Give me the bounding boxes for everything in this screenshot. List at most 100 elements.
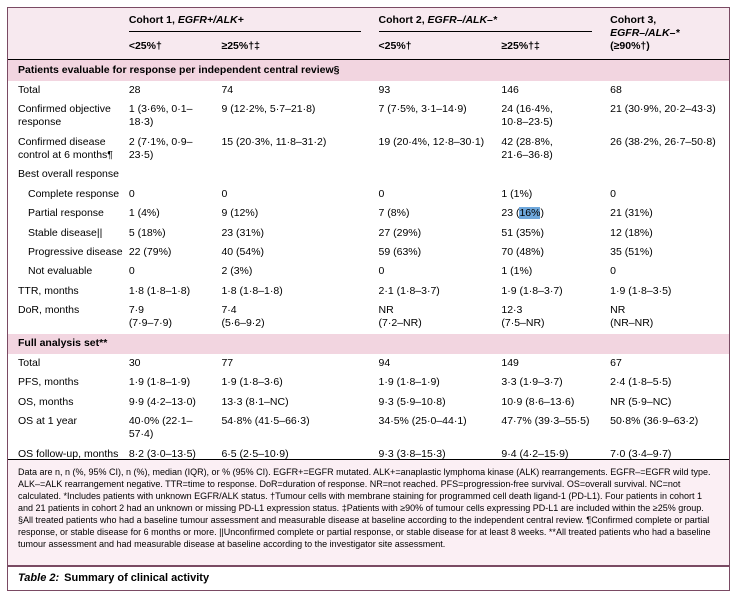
value-cell: 1·9 (1·8–3·7) <box>501 284 563 297</box>
value-cell: 12 (18%) <box>610 226 653 239</box>
column-group-header: Cohort 2, EGFR–/ALK–* <box>376 8 609 37</box>
value-cell: 1 (3·6%, 0·1–18·3) <box>128 103 193 129</box>
value-cell <box>499 165 608 184</box>
group-prefix: Cohort 3, <box>610 14 657 26</box>
value-cell: 12·3 (7·5–NR) <box>501 303 545 330</box>
column-group-label: Cohort 1, EGFR+/ALK+ <box>128 14 361 33</box>
value-cell: 8·2 (3·0–13·5) <box>128 447 196 460</box>
table-row: OS, months 9·9 (4·2–13·0) 13·3 (8·1–NC) 9·3… <box>8 393 729 412</box>
value-cell: 94 <box>378 356 391 369</box>
value-cell: 28 <box>128 83 141 96</box>
row-label: DoR, months <box>18 303 80 316</box>
row-label: Complete response <box>28 187 120 200</box>
table-row: Total 30 77 94 149 67 <box>8 354 729 373</box>
value-cell: 1·9 (1·8–1·9) <box>128 376 191 389</box>
row-label: Confirmed disease control at 6 months¶ <box>18 135 113 161</box>
table-row: OS at 1 year 40·0% (22·1–57·4) 54·8% (41·5… <box>8 412 729 445</box>
group-prefix: Cohort 2, <box>378 14 428 26</box>
column-group-label: Cohort 2, EGFR–/ALK–* <box>378 14 593 33</box>
row-label: Progressive disease <box>28 245 123 258</box>
value-cell: 2 (7·1%, 0·9–23·5) <box>128 135 193 161</box>
value-cell: 10·9 (8·6–13·6) <box>501 395 575 408</box>
value-cell: 3·3 (1·9–3·7) <box>501 376 563 389</box>
value-cell: 146 <box>501 83 519 96</box>
value-cell: 0 <box>128 265 135 278</box>
section-header-row: Patients evaluable for response per inde… <box>8 59 729 81</box>
caption-text: Summary of clinical activity <box>64 572 210 584</box>
section-header: Patients evaluable for response per inde… <box>8 59 729 81</box>
value-cell: 1·9 (1·8–3·5) <box>610 284 672 297</box>
value-cell: 1·9 (1·8–1·9) <box>378 376 440 389</box>
value-cell: 23 (31%) <box>221 226 265 239</box>
value-cell <box>377 165 500 184</box>
section-header: Full analysis set** <box>8 333 729 354</box>
value-cell: 50·8% (36·9–63·2) <box>610 415 699 428</box>
value-cell: 0 <box>378 265 385 278</box>
value-cell: 51 (35%) <box>501 226 544 239</box>
value-cell: NR (NR–NR) <box>610 303 654 330</box>
value-cell: 67 <box>610 356 622 369</box>
value-cell: 0 <box>610 265 616 278</box>
value-cell <box>127 165 220 184</box>
table-row: Partial response 1 (4%) 9 (12%) 7 (8%) 23 (1… <box>8 204 729 223</box>
value-cell: 1 (1%) <box>501 265 533 278</box>
table-body: Patients evaluable for response per inde… <box>8 59 729 465</box>
group-header-row: Cohort 1, EGFR+/ALK+ Cohort 2, EGFR–/ALK–… <box>8 8 729 61</box>
subcolumn-header: <25%† <box>126 36 220 61</box>
table-caption: Table 2: Summary of clinical activity <box>8 565 729 590</box>
caption-label: Table 2: <box>18 572 60 584</box>
table-row: OS follow-up, months 8·2 (3·0–13·5) 6·5 (2… <box>8 445 729 465</box>
value-cell: 9·3 (3·8–15·3) <box>378 447 446 460</box>
clinical-activity-table: Cohort 1, EGFR+/ALK+ Cohort 2, EGFR–/ALK–… <box>8 8 729 460</box>
table-row: Progressive disease 22 (79%) 40 (54%) 59 (6… <box>8 243 729 262</box>
table-row: Stable disease|| 5 (18%) 23 (31%) 27 (29%) 5… <box>8 224 729 243</box>
value-cell: 40 (54%) <box>221 245 265 258</box>
value-cell: 2 (3%) <box>221 265 253 278</box>
row-label: OS follow-up, months <box>18 447 119 460</box>
value-cell: 54·8% (41·5–66·3) <box>221 415 310 428</box>
table-row: Confirmed disease control at 6 months¶ 2 … <box>8 133 729 166</box>
value-cell: 0 <box>610 187 616 200</box>
value-cell: 47·7% (39·3–55·5) <box>501 415 590 428</box>
value-cell: 9·4 (4·2–15·9) <box>501 447 569 460</box>
value-cell: 9 (12%) <box>221 207 259 220</box>
subcolumn-header: <25%† <box>376 36 500 61</box>
value-cell: 9·9 (4·2–13·0) <box>128 395 196 408</box>
value-cell: 21 (31%) <box>610 207 653 220</box>
table-row: Confirmed objective response 1 (3·6%, 0·1… <box>8 100 729 133</box>
value-cell: 0 <box>128 187 135 200</box>
row-label: OS at 1 year <box>18 415 77 428</box>
value-cell: 149 <box>501 356 519 369</box>
group-gene: EGFR+/ALK+ <box>177 14 244 26</box>
table-footnote: Data are n, n (%, 95% CI), n (%), median… <box>8 459 729 565</box>
table-row: Best overall response <box>8 165 729 184</box>
row-label: OS, months <box>18 395 74 408</box>
table-row: PFS, months 1·9 (1·8–1·9) 1·9 (1·8–3·6) 1·9… <box>8 373 729 392</box>
group-gene: EGFR–/ALK–* <box>427 14 497 26</box>
value-cell: 93 <box>378 83 391 96</box>
table-header: Cohort 1, EGFR+/ALK+ Cohort 2, EGFR–/ALK–… <box>8 8 729 61</box>
value-cell: 0 <box>378 187 385 200</box>
value-cell: 1·9 (1·8–3·6) <box>221 376 283 389</box>
value-cell: 68 <box>610 83 622 96</box>
value-cell: 34·5% (25·0–44·1) <box>378 415 467 428</box>
group-prefix: Cohort 1, <box>128 14 178 26</box>
value-cell: 30 <box>128 356 141 369</box>
table-row: Complete response 0 0 0 1 (1%) 0 <box>8 185 729 204</box>
highlighted-text: 16% <box>519 207 541 220</box>
value-cell: 2·1 (1·8–3·7) <box>378 284 440 297</box>
row-label: Stable disease|| <box>28 226 103 239</box>
value-cell: 1·8 (1·8–1·8) <box>221 284 283 297</box>
value-cell: 9·3 (5·9–10·8) <box>378 395 446 408</box>
value-cell: 40·0% (22·1–57·4) <box>128 415 193 441</box>
value-cell: 19 (20·4%, 12·8–30·1) <box>378 135 485 148</box>
value-cell: 42 (28·8%, 21·6–36·8) <box>501 135 553 161</box>
row-label: Best overall response <box>18 168 119 181</box>
value-cell: 26 (38·2%, 26·7–50·8) <box>610 135 716 148</box>
corner-cell <box>8 8 127 61</box>
table-row: Total 28 74 93 146 68 <box>8 81 729 100</box>
value-cell: 7·4 (5·6–9·2) <box>221 303 265 330</box>
value-cell: 77 <box>221 356 234 369</box>
value-cell: 70 (48%) <box>501 245 544 258</box>
